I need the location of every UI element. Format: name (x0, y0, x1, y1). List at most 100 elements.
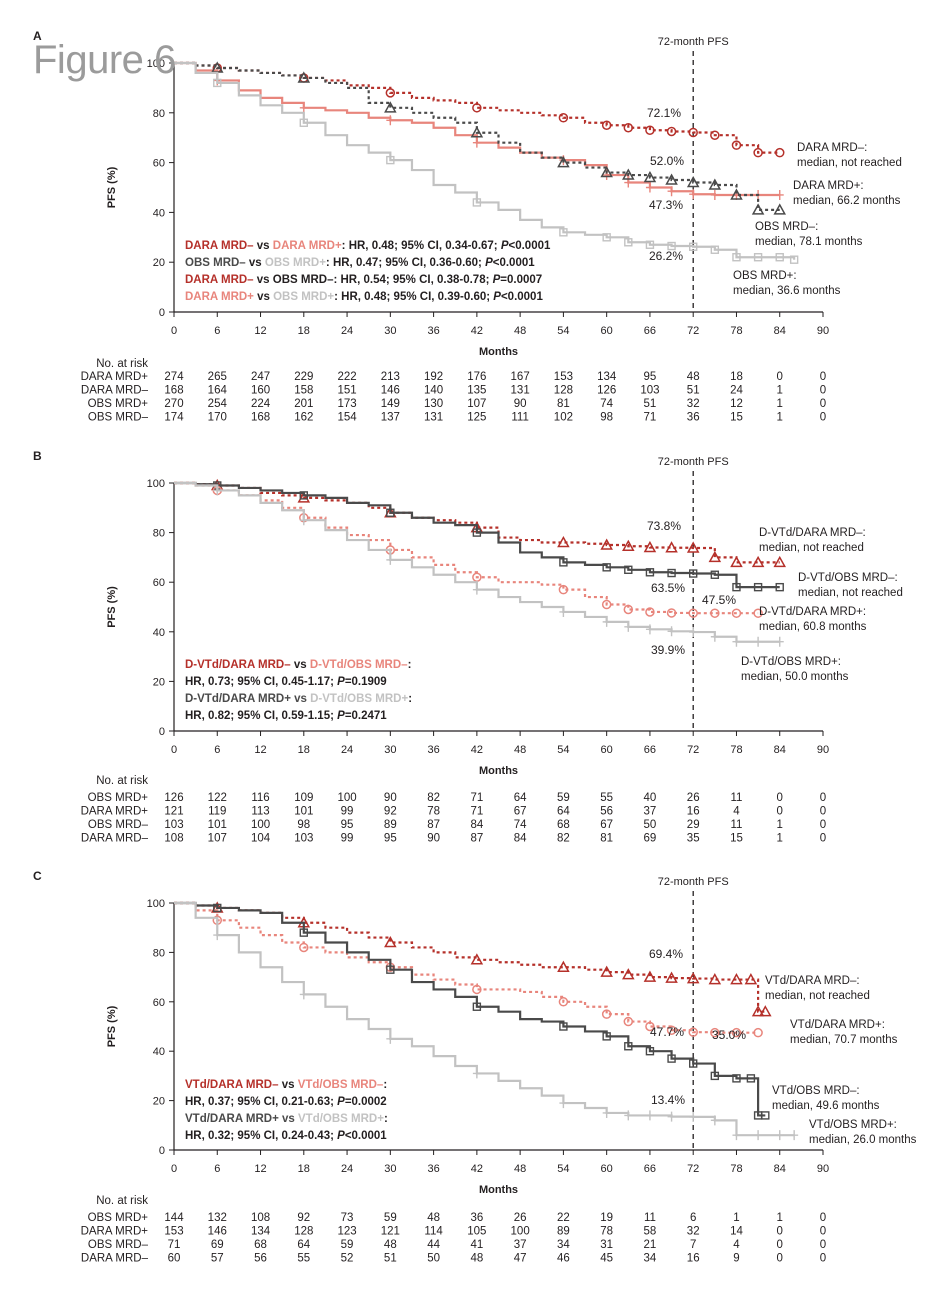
x-tick-label: 48 (514, 325, 526, 337)
censor-marker (645, 182, 654, 193)
stats-segment: <0.0001 (493, 257, 535, 269)
stats-segment: : HR, 0.48; 95% CI, 0.39-0.60; (334, 291, 493, 303)
stats-segment: P (493, 291, 501, 303)
x-tick-label: 0 (171, 325, 177, 337)
risk-cell: 82 (427, 792, 440, 804)
series-line (174, 901, 759, 1034)
censor-marker (600, 538, 613, 550)
risk-cell: 16 (687, 806, 700, 818)
risk-cell: 60 (168, 1253, 181, 1265)
censor-marker (789, 255, 799, 264)
censor-marker (732, 636, 741, 647)
censor-marker (600, 166, 613, 178)
risk-cell: 0 (820, 412, 826, 424)
risk-cell: 11 (730, 819, 742, 831)
censor-marker (710, 1071, 720, 1081)
risk-row-label: DARA MRD+ (81, 371, 149, 383)
risk-cell: 126 (164, 792, 183, 804)
censor-marker (472, 198, 482, 207)
censor-marker (299, 491, 308, 500)
risk-cell: 108 (251, 1212, 270, 1224)
risk-cell: 81 (557, 398, 570, 410)
x-tick-label: 0 (171, 744, 177, 756)
stats-segment: vs (279, 1079, 298, 1091)
censor-marker (386, 1033, 395, 1044)
series-DARA MRD+: 47.3% DARA MRD+: median, 66.2 months (174, 61, 901, 212)
pfs-72-value: 63.5% (651, 581, 685, 595)
x-tick-label: 36 (427, 1163, 439, 1175)
y-tick-label: 40 (153, 207, 165, 219)
series-line (174, 61, 796, 260)
stats-segment: : HR, 0.48; 95% CI, 0.34-0.67; (342, 240, 501, 252)
series-end-label: median, not reached (759, 542, 864, 554)
pfs-72-value: 13.4% (651, 1093, 685, 1107)
censor-marker (730, 188, 743, 200)
x-tick-label: 54 (557, 744, 569, 756)
y-tick-label: 60 (153, 158, 165, 170)
x-tick-label: 24 (341, 325, 353, 337)
censor-marker (386, 965, 395, 974)
censor-marker (470, 953, 484, 965)
risk-cell: 174 (164, 412, 184, 424)
censor-marker (384, 935, 397, 948)
risk-cell: 121 (381, 1226, 400, 1238)
stats-line: DARA MRD– vs OBS MRD–: HR, 0.54; 95% CI,… (185, 274, 542, 286)
stats-segment: vs (246, 257, 265, 269)
risk-cell: 64 (557, 806, 570, 818)
reference-line-label: 72-month PFS (658, 36, 729, 48)
risk-row-label: OBS MRD– (88, 412, 149, 424)
censor-marker (746, 1074, 756, 1083)
risk-cell: 168 (251, 412, 270, 424)
censor-marker (645, 568, 655, 577)
series-end-label: median, not reached (797, 157, 902, 169)
risk-cell: 134 (597, 371, 617, 383)
risk-cell: 59 (557, 792, 570, 804)
risk-cell: 99 (341, 806, 354, 818)
stats-segment: <0.0001 (509, 240, 551, 252)
stats-line: HR, 0.82; 95% CI, 0.59-1.15; P=0.2471 (185, 710, 387, 722)
censor-marker (299, 942, 309, 953)
series-line (174, 901, 766, 1013)
x-axis-label: Months (479, 346, 518, 358)
risk-cell: 103 (294, 833, 313, 845)
stats-line: HR, 0.37; 95% CI, 0.21-0.63; P=0.0002 (185, 1096, 387, 1108)
series-end-label: median, 36.6 months (733, 285, 841, 297)
censor-marker (688, 127, 698, 138)
risk-cell: 0 (820, 806, 826, 818)
censor-marker (213, 78, 222, 88)
risk-table-title: No. at risk (96, 775, 148, 787)
censor-marker (472, 1068, 481, 1079)
stats-segment: =0.0007 (500, 274, 542, 286)
stats-segment: <0.0001 (345, 1130, 387, 1142)
censor-marker (645, 1021, 655, 1032)
risk-cell: 50 (427, 1253, 440, 1265)
series-end-label: median, 50.0 months (741, 671, 849, 683)
risk-cell: 146 (208, 1226, 227, 1238)
censor-marker (665, 173, 678, 185)
reference-line-label: 72-month PFS (658, 456, 729, 468)
censor-marker (686, 541, 700, 553)
x-tick-label: 18 (298, 744, 310, 756)
censor-marker (775, 636, 784, 647)
series-VTd/OBS MRD+: 13.4% VTd/OBS MRD+: median, 26.0 months (174, 901, 917, 1146)
censor-marker (751, 203, 765, 215)
censor-marker (624, 1110, 633, 1121)
risk-cell: 87 (470, 833, 483, 845)
stats-segment: HR, 0.32; 95% CI, 0.24-0.43; (185, 1130, 337, 1142)
censor-marker (623, 122, 634, 133)
risk-cell: 101 (208, 819, 227, 831)
risk-cell: 95 (341, 819, 354, 831)
risk-cell: 107 (208, 833, 227, 845)
risk-cell: 0 (820, 1239, 826, 1251)
risk-cell: 167 (511, 371, 530, 383)
risk-cell: 135 (467, 385, 486, 397)
x-tick-label: 84 (774, 744, 786, 756)
stats-line: D-VTd/DARA MRD– vs D-VTd/OBS MRD–: (185, 659, 411, 671)
risk-cell: 92 (297, 1212, 310, 1224)
risk-cell: 265 (208, 371, 227, 383)
pfs-72-value: 52.0% (650, 154, 684, 168)
risk-cell: 57 (211, 1253, 224, 1265)
censor-marker (559, 558, 568, 567)
x-tick-label: 12 (254, 1163, 266, 1175)
censor-marker (559, 606, 568, 617)
